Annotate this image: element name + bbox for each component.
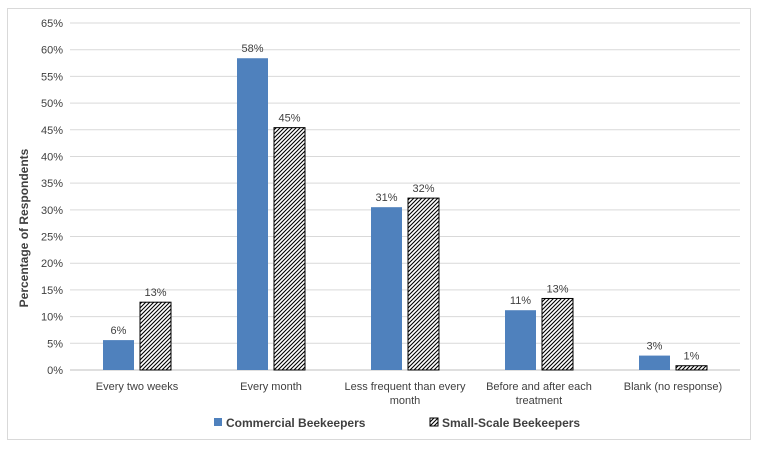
gridlines	[70, 22, 740, 371]
data-labels: 6% 13% 58% 45% 31% 32% 11% 13% 3% 1%	[111, 43, 700, 362]
y-tick-label: 50%	[41, 98, 63, 110]
data-label: 45%	[278, 113, 300, 125]
category-label: treatment	[516, 395, 562, 407]
category-label: Blank (no response)	[624, 381, 722, 393]
legend: Commercial Beekeepers Small-Scale Beekeep…	[214, 416, 580, 430]
data-label: 32%	[412, 183, 434, 195]
bar-commercial	[371, 207, 402, 370]
bar-small-scale	[139, 301, 172, 371]
data-label: 1%	[684, 351, 700, 363]
y-tick-label: 10%	[41, 312, 63, 324]
category-label: Every month	[240, 381, 302, 393]
bar-commercial	[505, 310, 536, 370]
y-tick-label: 60%	[41, 45, 63, 57]
data-label: 6%	[111, 325, 127, 337]
category-label: Before and after each	[486, 381, 592, 393]
category-label: Less frequent than every	[344, 381, 466, 393]
y-tick-label: 15%	[41, 285, 63, 297]
data-label: 31%	[375, 192, 397, 204]
category-label: Every two weeks	[96, 381, 179, 393]
y-tick-label: 25%	[41, 232, 63, 244]
legend-label: Commercial Beekeepers	[226, 416, 366, 430]
bar-small-scale	[273, 127, 306, 371]
bar-commercial	[639, 355, 670, 370]
bars	[103, 58, 708, 371]
x-axis-categories: Every two weeks Every month Less frequent …	[96, 381, 722, 407]
y-tick-label: 45%	[41, 125, 63, 137]
legend-label: Small-Scale Beekeepers	[442, 416, 580, 430]
y-tick-label: 30%	[41, 205, 63, 217]
bar-small-scale	[541, 297, 574, 371]
bar-small-scale	[407, 197, 440, 371]
y-tick-label: 35%	[41, 178, 63, 190]
y-tick-label: 0%	[47, 365, 63, 377]
category-label: month	[390, 395, 421, 407]
y-tick-label: 40%	[41, 151, 63, 163]
y-tick-label: 55%	[41, 71, 63, 83]
legend-swatch	[429, 417, 439, 427]
y-axis-label: Percentage of Respondents	[17, 148, 31, 307]
data-label: 13%	[144, 287, 166, 299]
data-label: 11%	[510, 295, 531, 307]
legend-swatch	[214, 418, 222, 426]
data-label: 3%	[647, 341, 663, 353]
bar-commercial	[237, 58, 268, 370]
y-tick-label: 65%	[41, 18, 63, 30]
bar-small-scale	[675, 365, 708, 371]
data-label: 13%	[546, 283, 568, 295]
y-axis-ticks: 0% 5% 10% 15% 20% 25% 30% 35% 40% 45% 50% 55% 60% 65%	[41, 18, 63, 377]
y-tick-label: 20%	[41, 258, 63, 270]
y-tick-label: 5%	[47, 338, 63, 350]
bar-commercial	[103, 340, 134, 370]
data-label: 58%	[241, 43, 263, 55]
